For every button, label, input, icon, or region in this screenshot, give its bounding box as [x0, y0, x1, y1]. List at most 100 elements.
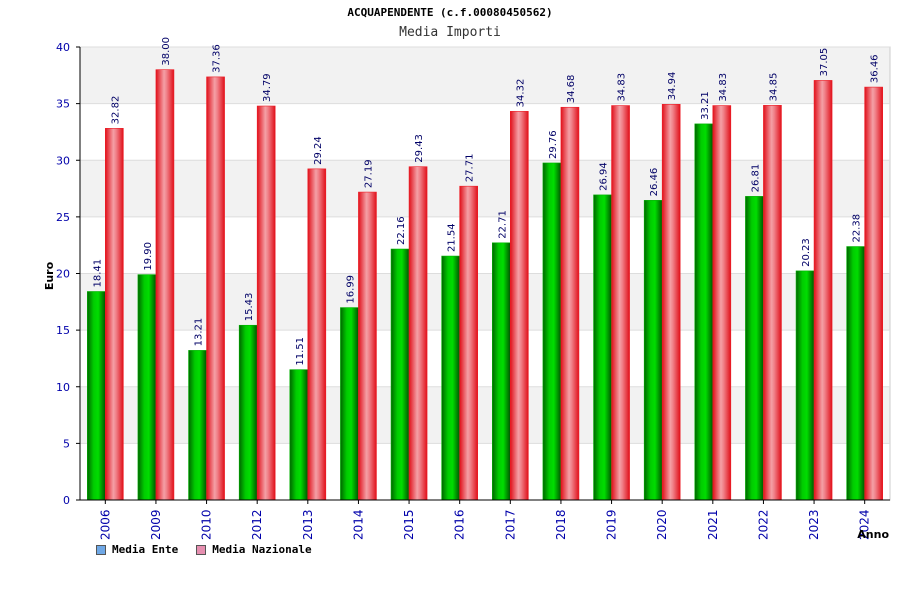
bar-value-label: 36.46: [870, 54, 881, 83]
bar-media-ente: [694, 123, 714, 501]
bar-value-label: 15.43: [244, 293, 255, 322]
value-labels: 18.41 32.82 19.90 38.00 13.21 37.36 15.43 34.79…: [92, 37, 880, 366]
bar-value-label: 22.38: [852, 214, 863, 243]
x-axis: 2006 2009 2010 2012 2013 2014 2015 2016 2017 2018…: [80, 499, 890, 540]
bar-value-label: 37.36: [212, 44, 223, 73]
y-tick-label: 40: [56, 41, 70, 54]
bar-value-label: 38.00: [161, 37, 172, 66]
bar-value-label: 29.43: [414, 134, 425, 163]
y-tick-label: 30: [56, 154, 70, 167]
bar-value-label: 26.81: [750, 164, 761, 193]
bar-value-label: 22.71: [497, 210, 508, 239]
bar-media-ente: [188, 350, 207, 501]
x-tick-label: 2010: [200, 509, 214, 540]
bar-media-ente: [87, 291, 106, 501]
bar-media-nazionale: [864, 86, 883, 501]
x-axis-label: Anno: [857, 528, 889, 541]
bar-media-nazionale: [813, 80, 833, 501]
bar-media-ente: [643, 200, 663, 501]
chart-title: ACQUAPENDENTE (c.f.00080450562): [347, 6, 553, 19]
x-tick-label: 2013: [301, 509, 315, 540]
x-tick-label: 2014: [351, 509, 365, 540]
bar-value-label: 32.82: [110, 96, 121, 125]
bar-value-label: 20.23: [801, 238, 812, 267]
bar-value-label: 22.16: [396, 216, 407, 245]
bar-media-nazionale: [459, 185, 478, 501]
bar-media-ente: [238, 324, 258, 501]
bar-media-ente: [846, 246, 865, 501]
x-tick-label: 2016: [453, 509, 467, 540]
bar-media-ente: [390, 248, 410, 501]
bar-media-nazionale: [763, 105, 782, 501]
bar-value-label: 27.71: [465, 154, 476, 183]
legend: Media Ente Media Nazionale: [96, 543, 312, 556]
x-tick-label: 2020: [655, 509, 669, 540]
bar-value-label: 29.24: [313, 136, 324, 165]
x-tick-label: 2006: [98, 509, 112, 540]
bar-value-label: 21.54: [447, 223, 458, 252]
y-axis-label: Euro: [43, 261, 56, 290]
bar-media-ente: [492, 242, 511, 501]
bar-value-label: 29.76: [548, 130, 559, 159]
legend-swatch-ente: [96, 544, 106, 555]
bar-media-nazionale: [661, 104, 681, 501]
bar-value-label: 34.79: [262, 73, 273, 102]
bar-media-ente: [137, 274, 157, 501]
bar-media-nazionale: [155, 69, 175, 501]
x-tick-label: 2019: [605, 509, 619, 540]
bar-value-label: 18.41: [92, 259, 103, 288]
bar-media-ente: [745, 196, 764, 501]
bar-value-label: 13.21: [194, 318, 205, 347]
bar-value-label: 27.19: [363, 159, 374, 188]
x-tick-label: 2024: [858, 509, 872, 540]
bar-value-label: 26.94: [599, 162, 610, 191]
bar-media-ente: [795, 270, 815, 501]
y-tick-label: 15: [56, 324, 70, 337]
y-tick-label: 25: [56, 211, 70, 224]
y-tick-label: 10: [56, 381, 70, 394]
bar-media-nazionale: [307, 168, 327, 501]
bar-media-nazionale: [206, 76, 225, 501]
bar-media-ente: [340, 307, 359, 501]
bar-media-ente: [289, 369, 309, 501]
bar-media-nazionale: [256, 105, 276, 501]
y-tick-label: 5: [63, 437, 70, 450]
legend-swatch-nazionale: [196, 544, 207, 555]
legend-label-nazionale: Media Nazionale: [212, 543, 312, 556]
bar-media-nazionale: [560, 106, 580, 501]
bar-media-ente: [542, 162, 562, 501]
bar-value-label: 37.05: [819, 48, 830, 77]
bar-value-label: 19.90: [143, 242, 154, 271]
bar-value-label: 34.68: [566, 75, 577, 104]
x-tick-label: 2017: [503, 509, 517, 540]
y-tick-label: 0: [63, 494, 70, 507]
bar-media-nazionale: [358, 191, 377, 501]
bar-value-label: 34.83: [617, 73, 628, 102]
chart-subtitle: Media Importi: [399, 25, 501, 40]
x-tick-label: 2009: [149, 509, 163, 540]
bar-media-ente: [593, 194, 612, 501]
x-tick-label: 2022: [756, 509, 770, 540]
x-tick-label: 2023: [807, 509, 821, 540]
x-tick-label: 2012: [250, 509, 264, 540]
x-tick-label: 2018: [554, 509, 568, 540]
bar-value-label: 33.21: [700, 91, 711, 120]
bar-media-nazionale: [105, 128, 124, 501]
y-tick-label: 20: [56, 268, 70, 281]
bar-media-nazionale: [611, 105, 630, 501]
bars: [87, 69, 883, 501]
bar-media-nazionale: [408, 166, 428, 501]
bar-value-label: 34.32: [515, 79, 526, 108]
legend-label-ente: Media Ente: [112, 543, 179, 556]
bar-value-label: 34.85: [768, 73, 779, 102]
bar-value-label: 16.99: [345, 275, 356, 304]
bar-media-ente: [441, 255, 460, 501]
x-tick-label: 2021: [706, 509, 720, 540]
bar-value-label: 26.46: [649, 168, 660, 197]
y-tick-label: 35: [56, 98, 70, 111]
bar-value-label: 34.83: [718, 73, 729, 102]
bar-value-label: 11.51: [295, 337, 306, 366]
y-axis: 0 5 10 15 20 25 30 35 40: [56, 41, 81, 507]
